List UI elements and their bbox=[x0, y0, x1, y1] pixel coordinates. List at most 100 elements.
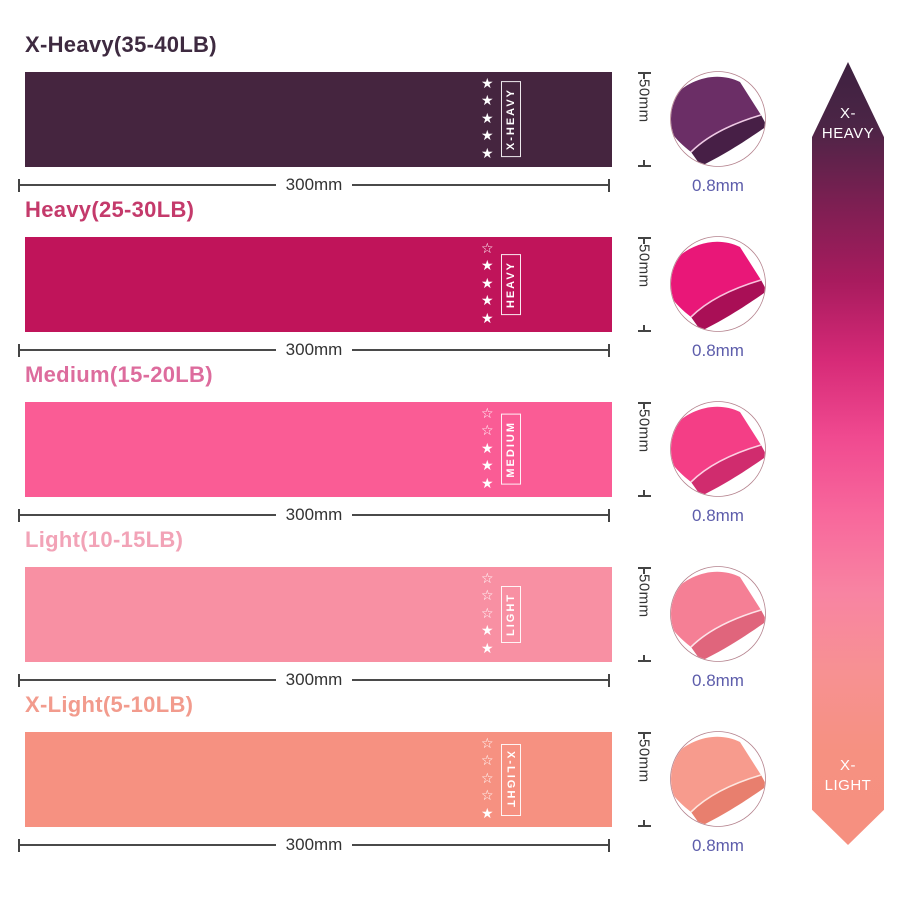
band-name-tag: HEAVY bbox=[500, 253, 521, 316]
dimension-tick bbox=[608, 508, 610, 522]
dimension-line bbox=[643, 325, 645, 330]
height-label: 50mm bbox=[635, 409, 653, 453]
dimension-tick bbox=[608, 673, 610, 687]
dimension-line bbox=[643, 74, 645, 79]
star-icon: ★ bbox=[481, 475, 494, 492]
band-title: Medium(15-20LB) bbox=[25, 362, 213, 387]
scale-bottom-label: X- LIGHT bbox=[812, 756, 884, 796]
star-icon: ★ bbox=[481, 310, 494, 327]
height-label: 50mm bbox=[635, 79, 653, 123]
band-rating: ☆ ☆ ☆ ☆ ★ X-LIGHT bbox=[481, 732, 521, 827]
star-icon: ★ bbox=[481, 75, 494, 92]
band-swatch: ☆ ☆ ★ ★ ★ MEDIUM bbox=[25, 402, 612, 497]
dimension-tick bbox=[18, 838, 20, 852]
star-icon: ★ bbox=[481, 128, 494, 145]
star-icon: ★ bbox=[481, 805, 494, 822]
band-row-heavy: Heavy(25-30LB) ☆ ★ ★ ★ ★ HEAVY 300mm bbox=[0, 195, 900, 360]
dimension-tick bbox=[637, 825, 651, 827]
star-icon: ★ bbox=[481, 258, 494, 275]
band-name-tag: X-LIGHT bbox=[500, 743, 521, 816]
dimension-tick bbox=[18, 673, 20, 687]
width-dimension: 300mm bbox=[18, 505, 610, 524]
dimension-tick bbox=[637, 732, 651, 734]
dimension-line bbox=[643, 490, 645, 495]
dimension-tick bbox=[637, 402, 651, 404]
band-swatch: ★ ★ ★ ★ ★ X-HEAVY bbox=[25, 72, 612, 167]
star-rating: ☆ ☆ ☆ ☆ ★ bbox=[481, 736, 494, 824]
dimension-line bbox=[643, 160, 645, 165]
width-label: 300mm bbox=[285, 505, 343, 524]
width-label: 300mm bbox=[285, 835, 343, 854]
band-swatch: ☆ ☆ ☆ ☆ ★ X-LIGHT bbox=[25, 732, 612, 827]
band-row-medium: Medium(15-20LB) ☆ ☆ ★ ★ ★ MEDIUM 300mm bbox=[0, 360, 900, 525]
folded-band-photo bbox=[670, 401, 766, 497]
height-label: 50mm bbox=[635, 574, 653, 618]
star-icon: ☆ bbox=[481, 423, 494, 440]
band-name-tag: MEDIUM bbox=[500, 414, 521, 485]
band-title: X-Heavy(35-40LB) bbox=[25, 32, 217, 57]
band-swatch: ☆ ☆ ☆ ★ ★ LIGHT bbox=[25, 567, 612, 662]
dimension-tick bbox=[637, 495, 651, 497]
band-title: X-Light(5-10LB) bbox=[25, 692, 194, 717]
dimension-line bbox=[643, 239, 645, 244]
star-icon: ☆ bbox=[481, 735, 494, 752]
star-rating: ☆ ☆ ☆ ★ ★ bbox=[481, 571, 494, 659]
dimension-line bbox=[352, 679, 608, 681]
folded-band-photo bbox=[670, 731, 766, 827]
height-dimension: 50mm bbox=[627, 237, 661, 332]
dimension-tick bbox=[608, 178, 610, 192]
width-dimension: 300mm bbox=[18, 835, 610, 854]
width-dimension: 300mm bbox=[18, 340, 610, 359]
star-icon: ★ bbox=[481, 293, 494, 310]
height-label: 50mm bbox=[635, 244, 653, 288]
star-icon: ★ bbox=[481, 93, 494, 110]
star-icon: ★ bbox=[481, 440, 494, 457]
band-rating: ☆ ☆ ☆ ★ ★ LIGHT bbox=[481, 567, 521, 662]
folded-band-photo bbox=[670, 236, 766, 332]
scale-bottom-line1: X- bbox=[840, 757, 856, 774]
folded-band-photo bbox=[670, 566, 766, 662]
dimension-line bbox=[20, 184, 276, 186]
scale-top-line1: X- bbox=[840, 105, 856, 122]
height-dimension: 50mm bbox=[627, 567, 661, 662]
band-row-x-light: X-Light(5-10LB) ☆ ☆ ☆ ☆ ★ X-LIGHT 300mm bbox=[0, 690, 900, 855]
star-rating: ☆ ★ ★ ★ ★ bbox=[481, 241, 494, 329]
dimension-tick bbox=[637, 165, 651, 167]
dimension-line bbox=[352, 844, 608, 846]
dimension-line bbox=[352, 514, 608, 516]
star-icon: ★ bbox=[481, 145, 494, 162]
star-icon: ★ bbox=[481, 640, 494, 657]
dimension-tick bbox=[637, 237, 651, 239]
dimension-line bbox=[20, 679, 276, 681]
width-dimension: 300mm bbox=[18, 670, 610, 689]
band-rating: ★ ★ ★ ★ ★ X-HEAVY bbox=[481, 72, 521, 167]
band-row-x-heavy: X-Heavy(35-40LB) ★ ★ ★ ★ ★ X-HEAVY 300mm bbox=[0, 30, 900, 195]
dimension-line bbox=[20, 514, 276, 516]
dimension-tick bbox=[608, 838, 610, 852]
dimension-line bbox=[352, 184, 608, 186]
dimension-tick bbox=[637, 72, 651, 74]
dimension-line bbox=[643, 569, 645, 574]
dimension-tick bbox=[637, 660, 651, 662]
band-name-tag: LIGHT bbox=[500, 586, 521, 643]
dimension-tick bbox=[18, 343, 20, 357]
band-title: Light(10-15LB) bbox=[25, 527, 184, 552]
star-icon: ★ bbox=[481, 275, 494, 292]
dimension-tick bbox=[608, 343, 610, 357]
scale-top-line2: HEAVY bbox=[821, 125, 875, 142]
band-row-light: Light(10-15LB) ☆ ☆ ☆ ★ ★ LIGHT 300mm bbox=[0, 525, 900, 690]
scale-bottom-line2: LIGHT bbox=[824, 777, 872, 794]
height-dimension: 50mm bbox=[627, 732, 661, 827]
folded-band-photo bbox=[670, 71, 766, 167]
star-icon: ☆ bbox=[481, 788, 494, 805]
width-label: 300mm bbox=[285, 175, 343, 194]
dimension-tick bbox=[637, 567, 651, 569]
star-icon: ☆ bbox=[481, 570, 494, 587]
star-icon: ☆ bbox=[481, 770, 494, 787]
dimension-line bbox=[643, 734, 645, 739]
width-dimension: 300mm bbox=[18, 175, 610, 194]
dimension-line bbox=[20, 844, 276, 846]
star-icon: ☆ bbox=[481, 605, 494, 622]
star-rating: ☆ ☆ ★ ★ ★ bbox=[481, 406, 494, 494]
